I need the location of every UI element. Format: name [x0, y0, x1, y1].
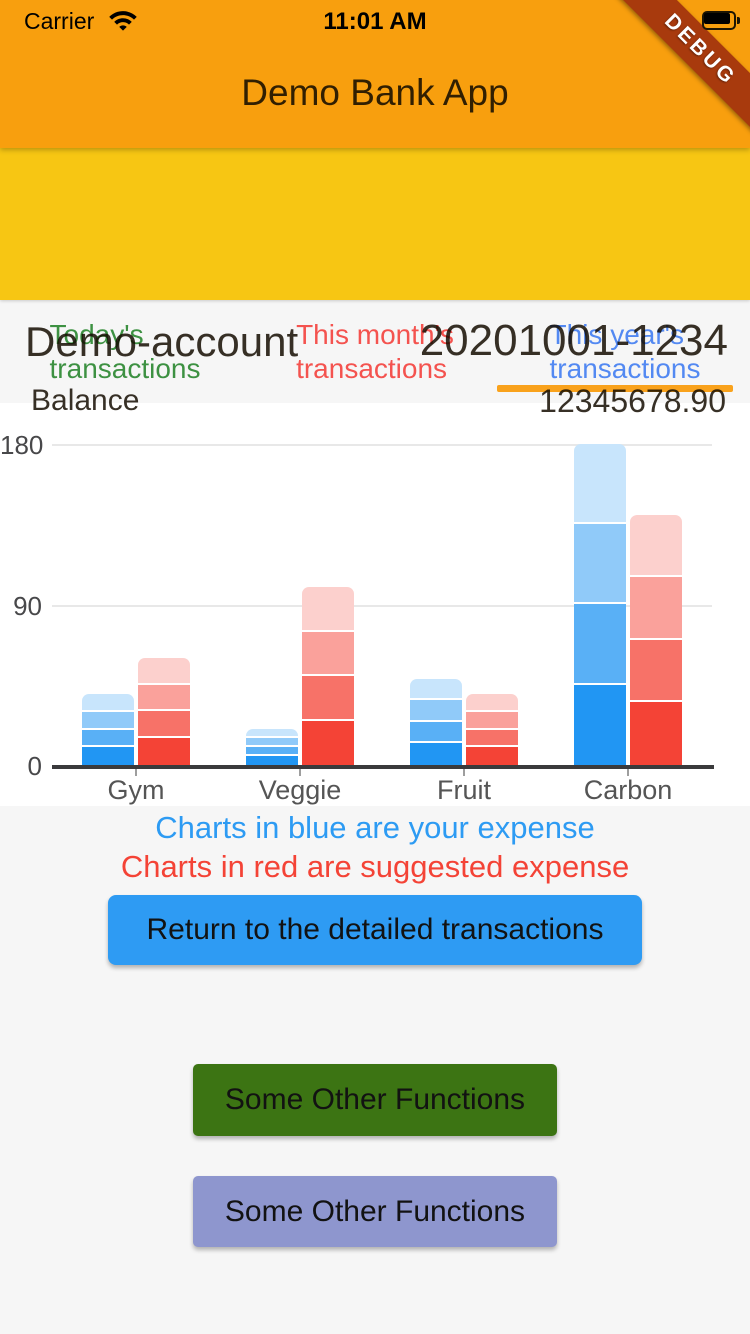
bar-segment: [630, 515, 682, 578]
bar-fruit-red: [466, 694, 518, 765]
bar-segment: [82, 711, 134, 730]
category-tick-gym: [135, 769, 137, 776]
bar-segment: [410, 721, 462, 744]
bar-gym-red: [138, 658, 190, 765]
transactions-chart: 0 90 180 Gym Veggie Fruit Carbon: [0, 403, 750, 806]
y-axis-label-90: 90: [13, 591, 42, 621]
bar-segment: [466, 747, 518, 765]
page-title: Demo Bank App: [241, 72, 509, 113]
bar-segment: [410, 743, 462, 765]
bar-segment: [302, 631, 354, 676]
bar-segment: [82, 694, 134, 712]
bar-segment: [574, 684, 626, 765]
bar-segment: [410, 700, 462, 722]
bar-segment: [630, 702, 682, 765]
account-card: Demo-account 20201001-1234 Balance 12345…: [0, 148, 750, 419]
bar-segment: [138, 684, 190, 712]
bar-segment: [630, 577, 682, 640]
tab-label-line: transactions: [296, 352, 448, 384]
bar-fruit-blue: [410, 679, 462, 765]
tab-label-line: Today's: [49, 318, 144, 350]
tab-label-line: This month's: [296, 318, 454, 350]
category-tick-carbon: [627, 769, 629, 776]
balance-label: Balance: [31, 384, 140, 417]
category-label-fruit: Fruit: [437, 775, 491, 805]
bar-segment: [410, 679, 462, 701]
tab-label-line: This year's: [549, 318, 685, 350]
account-name: Demo-account: [25, 318, 299, 365]
bar-segment: [82, 747, 134, 765]
tab-this-months-transactions[interactable]: This month's transactions: [250, 300, 500, 403]
red-legend-note: Charts in red are suggested expense: [120, 849, 630, 884]
bar-carbon-blue: [574, 444, 626, 765]
bar-segment: [302, 587, 354, 632]
bar-segment: [302, 676, 354, 721]
bar-segment: [82, 729, 134, 748]
bar-veggie-red: [302, 587, 354, 765]
bar-segment: [246, 737, 298, 747]
tab-todays-transactions[interactable]: Today's transactions: [0, 300, 250, 403]
carrier-label: Carrier: [24, 8, 95, 34]
bar-segment: [574, 604, 626, 685]
blue-legend-note: Charts in blue are your expense: [155, 810, 595, 845]
bar-segment: [138, 738, 190, 765]
bar-segment: [246, 729, 298, 738]
return-to-transactions-button[interactable]: Return to the detailed transactions: [108, 895, 642, 965]
other-functions-button-1[interactable]: Some Other Functions: [193, 1064, 557, 1136]
bar-carbon-red: [630, 515, 682, 765]
time-label: 11:01 AM: [323, 8, 427, 35]
bar-veggie-blue: [246, 729, 298, 765]
bar-segment: [302, 720, 354, 765]
gridline-180: [52, 444, 712, 446]
account-number: 20201001-1234: [419, 316, 728, 365]
bar-gym-blue: [82, 694, 134, 765]
tab-bar: Today's transactions This month's transa…: [0, 300, 750, 403]
gridline-90: [52, 605, 712, 607]
category-label-carbon: Carbon: [583, 775, 673, 805]
active-tab-indicator: [497, 385, 733, 392]
bar-segment: [246, 755, 298, 765]
tab-label-line: transactions: [49, 352, 201, 384]
bar-segment: [574, 524, 626, 605]
category-tick-veggie: [299, 769, 301, 776]
bar-segment: [574, 444, 626, 525]
bar-segment: [466, 711, 518, 730]
category-tick-fruit: [463, 769, 465, 776]
balance-value: 12345678.90: [539, 383, 726, 419]
bar-segment: [138, 658, 190, 685]
bar-segment: [630, 639, 682, 703]
x-axis-line: [52, 765, 714, 769]
bar-segment: [466, 694, 518, 712]
bar-segment: [246, 746, 298, 756]
other-functions-button-2[interactable]: Some Other Functions: [193, 1176, 557, 1247]
y-axis-label-180: 180: [0, 430, 44, 460]
bar-segment: [466, 729, 518, 748]
status-bar: Carrier 11:01 AM: [0, 0, 750, 42]
battery-icon: [702, 11, 740, 30]
bar-segment: [138, 711, 190, 739]
app-bar: Carrier 11:01 AM Demo Bank App DEBUG: [0, 0, 750, 156]
tab-this-years-transactions[interactable]: This year's transactions: [500, 300, 750, 403]
tab-label-line: transactions: [549, 352, 701, 384]
category-label-gym: Gym: [107, 775, 165, 805]
wifi-icon: [108, 8, 138, 32]
y-axis-label-0: 0: [27, 751, 42, 781]
category-label-veggie: Veggie: [258, 775, 342, 805]
